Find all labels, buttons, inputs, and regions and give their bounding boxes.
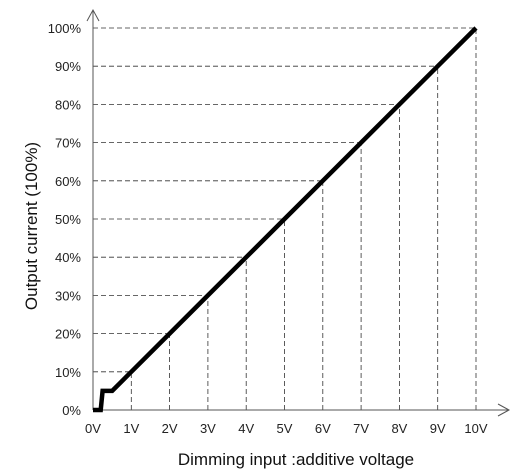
series-line — [93, 26, 478, 413]
y-tick-label: 30% — [55, 288, 81, 303]
y-tick-label: 10% — [55, 365, 81, 380]
x-tick-label: 2V — [162, 421, 178, 436]
grid-lines — [93, 27, 477, 410]
x-tick-label: 6V — [315, 421, 331, 436]
x-tick-label: 10V — [464, 421, 487, 436]
y-tick-label: 100% — [48, 21, 82, 36]
y-tick-labels: 0% 10% 20% 30% 40% 50% 60% 70% 80% 90% 100% — [48, 21, 82, 418]
y-axis-label: Output current (100%) — [22, 142, 41, 310]
y-tick-label: 20% — [55, 327, 81, 342]
axes — [86, 8, 511, 417]
x-tick-label: 0V — [85, 421, 101, 436]
y-tick-label: 40% — [55, 250, 81, 265]
x-tick-labels: 0V 1V 2V 3V 4V 5V 6V 7V 8V 9V 10V — [85, 421, 488, 436]
y-tick-label: 70% — [55, 136, 81, 151]
x-tick-label: 9V — [430, 421, 446, 436]
y-tick-label: 90% — [55, 59, 81, 74]
x-tick-label: 8V — [391, 421, 407, 436]
series-group — [93, 26, 478, 413]
x-tick-label: 5V — [277, 421, 293, 436]
y-tick-label: 50% — [55, 212, 81, 227]
x-axis-label: Dimming input :additive voltage — [178, 450, 414, 469]
x-tick-label: 1V — [123, 421, 139, 436]
y-tick-label: 80% — [55, 97, 81, 112]
y-tick-label: 60% — [55, 174, 81, 189]
x-tick-label: 7V — [353, 421, 369, 436]
x-axis-arrow — [497, 403, 511, 417]
x-tick-label: 3V — [200, 421, 216, 436]
y-tick-label: 0% — [62, 403, 81, 418]
y-axis-arrow — [86, 8, 100, 22]
x-tick-label: 4V — [238, 421, 254, 436]
